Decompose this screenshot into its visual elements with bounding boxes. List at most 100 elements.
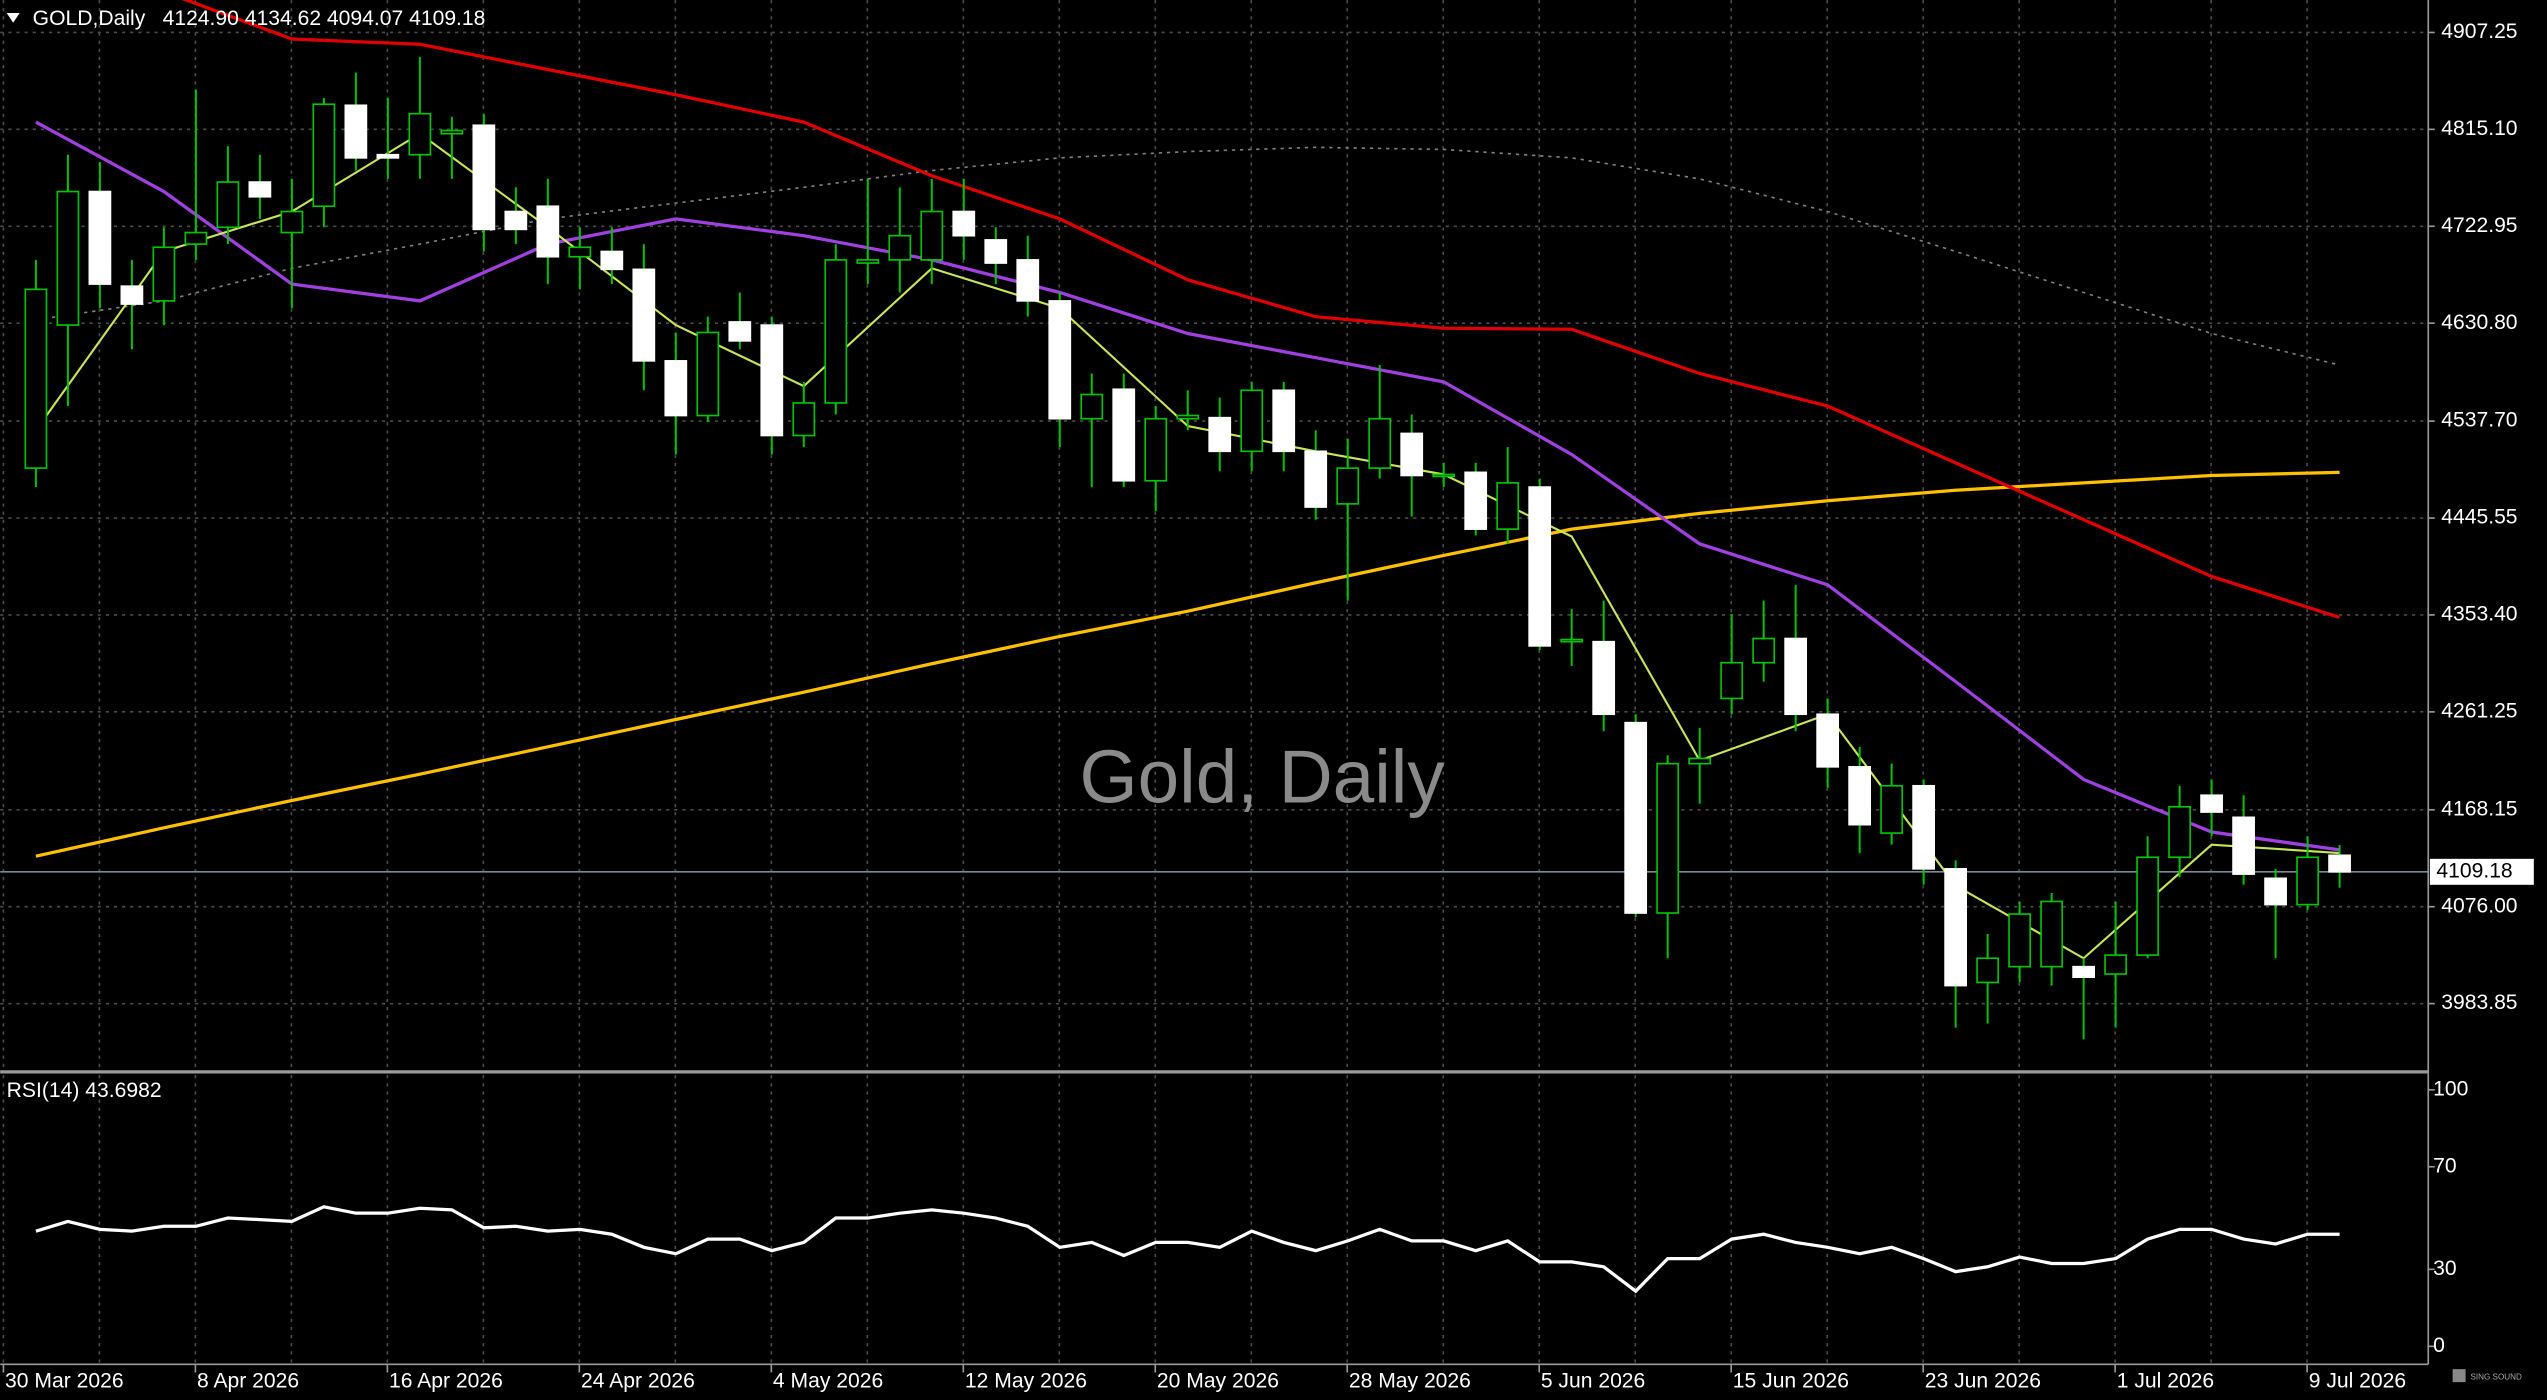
candle-body-bull <box>1496 482 1520 530</box>
candles <box>24 56 2351 1040</box>
x-tick-label: 12 May 2026 <box>965 1370 1087 1393</box>
candle-body-bear <box>1848 766 1872 826</box>
candle-body-bear <box>344 104 368 159</box>
rsi-tick-label: 100 <box>2433 1077 2468 1100</box>
candle-body-bull <box>1144 417 1168 482</box>
candle-body-bear <box>1400 432 1424 477</box>
x-tick-label: 5 Jun 2026 <box>1541 1370 1645 1393</box>
candle-body-bull <box>152 246 176 302</box>
candle-body-bear <box>760 324 784 437</box>
candle-body-bear <box>248 181 272 198</box>
candle-body-bear <box>2200 794 2223 813</box>
candle-body-bull <box>2008 913 2031 968</box>
candle-body-bull <box>1176 414 1200 420</box>
candle-body-bear <box>472 124 496 231</box>
candle-body-bear <box>952 210 976 237</box>
candle-body-bull <box>1656 762 1680 914</box>
rsi-tick-label: 30 <box>2433 1257 2456 1280</box>
candle-body-bull <box>1432 473 1456 478</box>
candle-body-bull <box>1336 467 1360 505</box>
candle-body-bull <box>1240 389 1264 453</box>
candle-body-bull <box>888 234 912 261</box>
x-tick-label: 9 Jul 2026 <box>2309 1370 2406 1393</box>
candle-body-bull <box>1368 417 1392 469</box>
candle-body-bull <box>2136 856 2159 956</box>
moving-average <box>35 120 2340 852</box>
candle-body-bull <box>2168 805 2191 859</box>
candle-body-bull <box>24 288 48 469</box>
y-tick-label: 4353.40 <box>2441 603 2517 626</box>
candle-body-bull <box>2296 856 2319 906</box>
y-tick-label: 4168.15 <box>2441 797 2517 820</box>
y-tick-label: 4261.25 <box>2441 699 2517 722</box>
candle-body-bear <box>1944 868 1968 987</box>
y-tick-label: 4907.25 <box>2441 20 2517 43</box>
y-tick-label: 4445.55 <box>2441 506 2517 529</box>
candle-body-bear <box>1304 450 1328 508</box>
candle-body-bull <box>1720 661 1744 700</box>
candle-body-bull <box>216 181 240 229</box>
menu-triangle[interactable] <box>6 12 20 23</box>
plot <box>0 0 2429 1040</box>
candle-body-bear <box>1048 300 1072 420</box>
candle-body-bear <box>632 268 656 362</box>
candle-body-bear <box>1816 713 1840 768</box>
candle-body-bear <box>1592 640 1616 716</box>
x-tick-label: 23 Jun 2026 <box>1925 1370 2041 1393</box>
rsi-tick-label: 0 <box>2433 1334 2445 1357</box>
candle-body-bull <box>2040 900 2063 968</box>
candle-body-bull <box>2104 954 2127 975</box>
brand: SING SOUND <box>2470 1372 2522 1381</box>
candle-body-bear <box>1112 388 1136 482</box>
ohlc-text: 4124.90 4134.62 4094.07 4109.18 <box>163 7 486 30</box>
candle-body-bear <box>600 250 624 271</box>
candle-body-bear <box>1624 721 1648 914</box>
candle-body-bear <box>664 360 688 417</box>
candle-body-bull <box>1880 784 1904 834</box>
y-tick-label: 4722.95 <box>2441 214 2517 237</box>
candle-body-bear <box>728 321 752 342</box>
candle-body-bull <box>408 112 432 156</box>
candle-body-bull <box>312 103 336 208</box>
candle-body-bear <box>1272 389 1296 453</box>
candle-body-bull <box>856 259 880 264</box>
last-price-box <box>2429 858 2534 885</box>
x-tick-label: 15 Jun 2026 <box>1733 1370 1849 1393</box>
x-tick-label: 20 May 2026 <box>1157 1370 1279 1393</box>
x-tick-label: 24 Apr 2026 <box>581 1370 695 1393</box>
candle-body-bull <box>56 190 80 326</box>
candle-body-bull <box>568 246 592 258</box>
x-tick-label: 30 Mar 2026 <box>5 1370 124 1393</box>
candle-body-bear <box>1912 784 1936 870</box>
candle-body-bull <box>1688 757 1712 765</box>
candle-body-bear <box>1208 416 1232 453</box>
candle-body-bear <box>984 239 1008 264</box>
rsi-line <box>35 1205 2340 1294</box>
x-tick-label: 28 May 2026 <box>1349 1370 1471 1393</box>
rsi-pane <box>35 1205 2340 1294</box>
candle-body-bear <box>536 205 560 258</box>
candle-body-bear <box>1784 637 1808 716</box>
candle-body-bear <box>376 153 400 159</box>
candle-body-bull <box>824 259 848 404</box>
candle-body-bull <box>1976 957 1999 984</box>
symbol-title: GOLD,Daily <box>33 7 146 30</box>
y-tick-label: 3983.85 <box>2441 991 2517 1014</box>
y-tick-label: 4815.10 <box>2441 117 2517 140</box>
candle-body-bear <box>2328 854 2351 873</box>
candle-body-bull <box>792 402 816 437</box>
candle-body-bull <box>920 210 944 261</box>
candle-body-bull <box>440 129 464 135</box>
candle-body-bear <box>1464 471 1488 530</box>
candle-body-bear <box>504 210 528 231</box>
y-tick-label: 4076.00 <box>2441 894 2517 917</box>
watermark: Gold, Daily <box>1079 735 1445 819</box>
candle-body-bear <box>1016 259 1040 302</box>
x-tick-label: 1 Jul 2026 <box>2117 1370 2214 1393</box>
candle-body-bull <box>1560 638 1584 643</box>
candle-body-bull <box>1752 637 1776 664</box>
grid <box>0 0 2429 1365</box>
